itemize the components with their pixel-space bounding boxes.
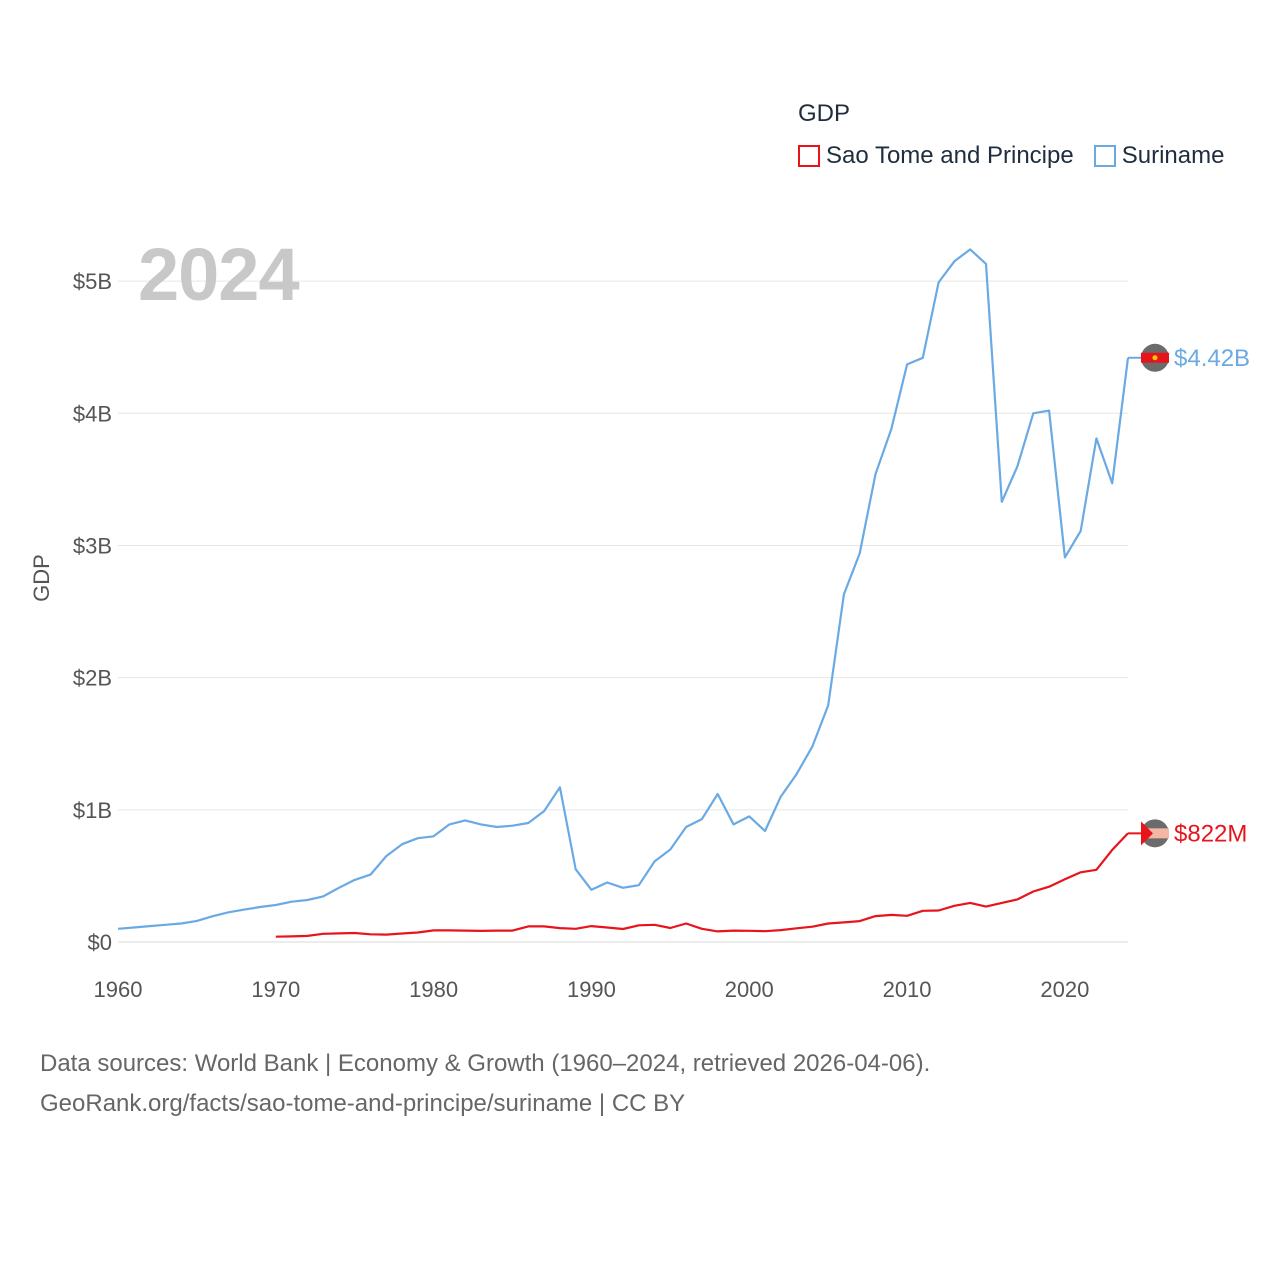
end-value-label-suriname: $4.42B <box>1174 345 1250 372</box>
y-tick-label: $4B <box>73 401 112 426</box>
grid-lines <box>118 280 1128 943</box>
legend-title: GDP <box>798 100 851 127</box>
series-line-suriname <box>117 248 1130 930</box>
x-tick-label: 2000 <box>725 977 774 1002</box>
y-axis-label: GDP <box>29 554 54 602</box>
x-tick-label: 1960 <box>94 977 143 1002</box>
x-axis-ticks: 1960 1970 1980 1990 2000 2010 2020 <box>94 977 1090 1002</box>
legend-label-suriname: Suriname <box>1121 142 1225 169</box>
x-tick-label: 1970 <box>251 977 300 1002</box>
y-tick-label: $1B <box>73 798 112 823</box>
legend-label-sao-tome: Sao Tome and Principe <box>826 142 1074 169</box>
y-tick-label: $5B <box>73 269 112 294</box>
flag-icon-sao-tome-and-principe <box>1141 819 1169 848</box>
footer-link[interactable]: GeoRank.org/facts/sao-tome-and-principe/… <box>40 1090 686 1117</box>
x-tick-label: 1990 <box>567 977 616 1002</box>
end-value-label-sao-tome-and-principe: $822M <box>1174 820 1247 847</box>
legend-swatch-sao-tome <box>798 145 820 167</box>
series-line-sao-tome-and-principe <box>275 832 1129 938</box>
y-axis-ticks: $0 $1B $2B $3B $4B $5B <box>73 269 112 955</box>
series-lines <box>117 248 1130 938</box>
legend-swatch-suriname <box>1093 145 1116 167</box>
legend-item-suriname[interactable]: Suriname <box>1093 142 1225 170</box>
y-tick-label: $2B <box>73 666 112 691</box>
y-tick-label: $3B <box>73 533 112 558</box>
footer-sources: Data sources: World Bank | Economy & Gro… <box>40 1050 931 1077</box>
x-tick-label: 2020 <box>1040 977 1089 1002</box>
flag-icon-suriname <box>1141 343 1169 372</box>
end-markers: $4.42B $822M <box>1128 343 1250 848</box>
legend: GDP Sao Tome and Principe Suriname <box>798 100 1224 170</box>
legend-item-sao-tome[interactable]: Sao Tome and Principe <box>798 142 1074 170</box>
x-tick-label: 1980 <box>409 977 458 1002</box>
footer: Data sources: World Bank | Economy & Gro… <box>40 1044 930 1124</box>
current-year-label: 2024 <box>138 233 300 316</box>
y-tick-label: $0 <box>88 930 112 955</box>
x-tick-label: 2010 <box>883 977 932 1002</box>
